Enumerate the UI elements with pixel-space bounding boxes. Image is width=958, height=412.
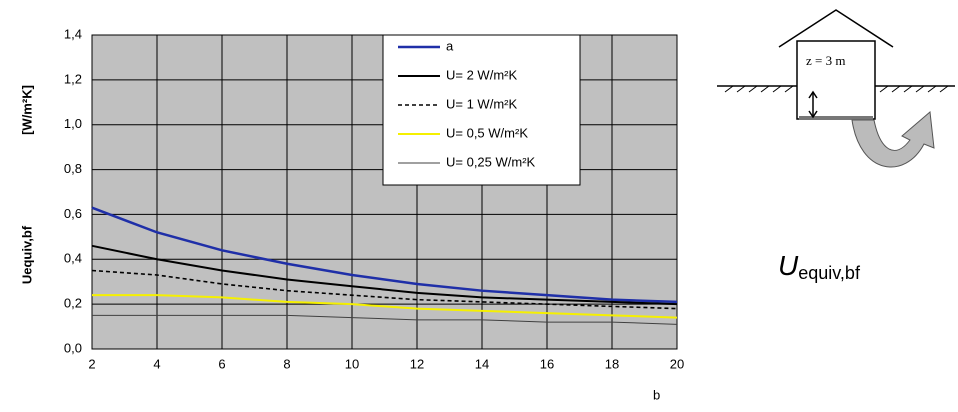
x-tick-label: 8	[283, 356, 290, 371]
symbol-label: Uequiv,bf	[778, 250, 861, 282]
roof	[778, 9, 894, 48]
legend-label: U= 0,25 W/m²K	[446, 154, 536, 169]
y-axis-label: Uequiv,bf	[19, 225, 34, 284]
y-tick-label: 0,2	[64, 296, 82, 311]
diagram: z = 3 m	[717, 9, 955, 168]
y-tick-label: 0,6	[64, 206, 82, 221]
y-tick-label: 1,2	[64, 71, 82, 86]
series-line	[92, 294, 678, 319]
x-tick-label: 4	[153, 356, 160, 371]
legend	[382, 34, 581, 186]
y-tick-label: 0,8	[64, 161, 82, 176]
depth-label: z = 3 m	[806, 53, 845, 68]
symbol: U	[778, 250, 799, 281]
hatching	[724, 85, 949, 93]
legend-label: U= 0,5 W/m²K	[446, 125, 528, 140]
y-tick-label: 1,4	[64, 26, 82, 41]
x-tick-label: 6	[218, 356, 225, 371]
x-tick-label: 14	[475, 356, 489, 371]
series-line	[91, 244, 678, 306]
x-tick-label: 16	[540, 356, 554, 371]
x-tick-label: 2	[88, 356, 95, 371]
y-tick-label: 1,0	[64, 116, 82, 131]
arrow-heads	[808, 90, 818, 119]
series-line	[92, 314, 678, 325]
y-tick-label: 0,4	[64, 251, 82, 266]
x-tick-label: 18	[605, 356, 619, 371]
series-line	[91, 206, 678, 304]
legend-label: U= 1 W/m²K	[446, 96, 517, 111]
x-axis-label: b	[653, 387, 660, 402]
legend-label: a	[446, 38, 454, 53]
legend-label: U= 2 W/m²K	[446, 67, 517, 82]
heat-flow-arrow	[851, 111, 935, 168]
y-axis-unit: [W/m²K]	[19, 85, 34, 135]
x-tick-label: 20	[670, 356, 684, 371]
x-tick-label: 10	[345, 356, 359, 371]
y-tick-label: 0,0	[64, 340, 82, 355]
x-tick-label: 12	[410, 356, 424, 371]
subscript: equiv,bf	[798, 263, 861, 283]
